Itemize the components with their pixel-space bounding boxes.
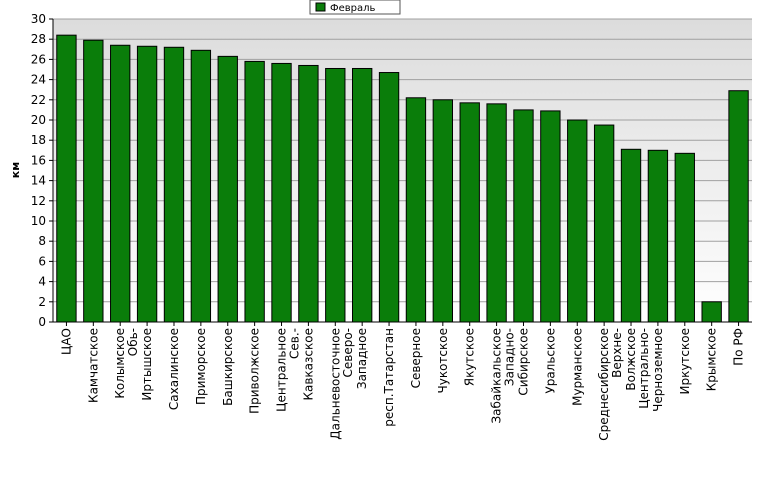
- bar: [83, 39, 104, 323]
- bar: [620, 148, 642, 323]
- axes: [52, 19, 752, 323]
- legend-swatch: [315, 2, 326, 12]
- bar: [217, 55, 238, 323]
- x-tick-label: Среднесибирское: [597, 328, 611, 441]
- bar: [674, 152, 695, 323]
- x-tick-label: Верхне-: [610, 328, 624, 378]
- bar: [163, 46, 185, 323]
- legend-box: [309, 0, 401, 15]
- y-tick-label: 2: [38, 295, 46, 309]
- bar: [271, 62, 292, 323]
- y-tick-label: 20: [31, 113, 46, 127]
- x-tick-label: Черноземное: [651, 328, 665, 412]
- plot-area: [53, 19, 752, 322]
- x-tick-label: Приморское: [194, 328, 208, 405]
- bar: [728, 90, 749, 323]
- x-tick-label: Колымское: [113, 328, 127, 399]
- bar: [701, 301, 722, 323]
- x-tick-label: Камчатское: [86, 328, 100, 403]
- y-tick-label: 30: [31, 12, 46, 26]
- x-tick-label: Сибирское: [516, 328, 530, 396]
- y-tick-label: 8: [38, 234, 46, 248]
- bar: [190, 49, 212, 323]
- x-tick-label: Северное: [409, 328, 423, 388]
- bar: [378, 72, 400, 323]
- x-tick-label: Волжское: [624, 328, 638, 391]
- x-tick-label: Иркутское: [678, 328, 692, 395]
- y-tick-label: 24: [31, 73, 46, 87]
- y-tick-label: 0: [38, 315, 46, 329]
- x-tick-label: Дальневосточное: [328, 328, 342, 440]
- x-tick-label: Сахалинское: [167, 328, 181, 410]
- legend: Февраль: [309, 0, 401, 15]
- y-tick-label: 12: [31, 194, 46, 208]
- x-tick-label: Уральское: [543, 328, 557, 394]
- x-tick-label: Мурманское: [570, 328, 584, 406]
- x-tick-label: Центральное: [275, 328, 289, 412]
- x-tick-label: Западное: [355, 328, 369, 389]
- y-tick-label: 10: [31, 214, 46, 228]
- bar: [110, 44, 131, 323]
- bar: [593, 124, 615, 323]
- x-tick-label: Приволжское: [248, 328, 262, 414]
- bar: [351, 67, 373, 323]
- x-tick-label: Обь-: [126, 328, 140, 356]
- bar: [567, 119, 588, 323]
- bar: [298, 64, 319, 323]
- x-tick-label: ЦАО: [59, 328, 73, 355]
- y-tick-label: 26: [31, 52, 46, 66]
- x-tick-label: Центрально-: [637, 328, 651, 409]
- x-tick-label: Чукотское: [436, 328, 450, 393]
- bar: [486, 103, 507, 323]
- x-tick-label: Крымское: [705, 328, 719, 391]
- bar: [136, 45, 158, 323]
- x-tick-label: Сев.-: [287, 328, 301, 359]
- bar: [405, 97, 427, 323]
- x-tick-label: Западно-: [502, 328, 516, 386]
- x-tick-label: Северо-: [341, 328, 355, 378]
- x-tick-label: респ.Татарстан: [382, 328, 396, 427]
- x-tick-label: Забайкальское: [490, 328, 504, 424]
- bar: [56, 34, 77, 323]
- y-tick-label: 14: [31, 174, 46, 188]
- y-tick-label: 4: [38, 275, 46, 289]
- bar: [432, 99, 454, 323]
- bar: [325, 67, 346, 323]
- bar: [540, 110, 561, 323]
- bars: [56, 34, 749, 323]
- y-tick-label: 6: [38, 254, 46, 268]
- y-tick-label: 16: [31, 153, 46, 167]
- x-tick-label: Кавказское: [301, 328, 315, 401]
- x-tick-label: По РФ: [732, 328, 746, 366]
- y-tick-label: 18: [31, 133, 46, 147]
- y-tick-label: 28: [31, 32, 46, 46]
- x-tick-label: Башкирское: [221, 328, 235, 406]
- legend-label: Февраль: [330, 3, 376, 14]
- y-tick-label: 22: [31, 93, 46, 107]
- bar: [513, 109, 534, 323]
- bar: [647, 149, 669, 323]
- x-tick-label: Иртышское: [140, 328, 154, 401]
- y-axis-label: км: [9, 162, 22, 178]
- bar: [244, 60, 265, 323]
- bar: [459, 102, 480, 323]
- x-tick-label: Якутское: [463, 328, 477, 386]
